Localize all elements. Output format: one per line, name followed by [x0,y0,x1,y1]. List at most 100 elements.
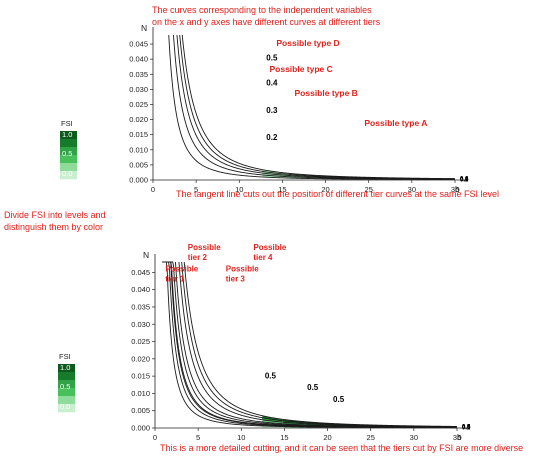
possible-type-label: Possible type A [364,118,427,128]
fsi-legend-bottom: FSI 1.0 0.5 0.0 [58,352,75,413]
fsi-curve [179,34,455,180]
legend-swatch [58,388,75,397]
possible-type-label: Possible type B [295,88,358,98]
fsi-level-label: 0.5 [266,54,278,63]
tier-curve [165,261,457,428]
legend-title: FSI [59,352,71,361]
possible-tier-label: tier 4 [253,253,273,262]
y-tick-label: 0.035 [129,70,148,79]
y-tick-label: 0.045 [129,40,148,49]
fsi-level-label: 0.2 [266,133,278,142]
possible-tier-label: Possible [253,243,286,252]
x-tick-label: 5 [196,433,200,442]
y-tick-label: 0.035 [131,302,150,311]
curve-label: 0.2 [462,426,471,432]
fsi-curve [183,261,457,427]
legend-swatch [60,131,77,140]
y-tick-label: 0.010 [129,145,148,154]
y-tick-label: 0.000 [129,176,148,185]
bottom-chart: 0.60.50.40.30.20 5 10 15 20 25 30 350.0000.0050… [131,243,471,442]
fsi-level-label: 0.3 [266,106,278,115]
x-tick-label: 10 [237,433,245,442]
fsi-level-label: 1.0 [335,366,347,375]
y-tick-label: 0.040 [131,285,150,294]
possible-tier-label: tier 3 [226,275,246,284]
legend-note-line2: distinguish them by color [4,222,103,232]
fsi-level-label: 0.5 [307,383,319,392]
y-tick-label: 0.025 [131,337,150,346]
y-tick-label: 0.010 [131,389,150,398]
curve-label: 0.2 [460,178,469,184]
legend-tick-label: 0.5 [62,149,72,158]
possible-tier-label: tier 1 [165,275,185,284]
legend-swatch [58,372,75,381]
fsi-level-label: 0.5 [265,371,277,380]
fsi-legend-top: FSI 1.0 0.5 0.0 [60,119,77,180]
top-note-line2: on the x and y axes have different curve… [152,17,381,27]
legend-swatch [60,139,77,148]
fsi-curve [181,34,455,180]
legend-title: FSI [61,119,73,128]
legend-swatch [60,155,77,164]
tangent-note: The tangent line cuts out the position o… [176,189,499,199]
x-tick-label: 15 [278,185,286,194]
fsi-level-label: 0.5 [333,395,345,404]
x-tick-label: 35 [451,185,459,194]
x-tick-label: 0 [151,185,155,194]
fsi-level-label: 0.4 [266,79,278,88]
x-tick-label: 25 [365,185,373,194]
top-note-line1: The curves corresponding to the independ… [152,5,372,15]
y-axis-title: N [141,23,147,33]
legend-swatch [60,147,77,156]
x-tick-label: 35 [453,433,461,442]
legend-tick-label: 0.0 [60,402,70,411]
y-tick-label: 0.030 [129,85,148,94]
legend-tick-label: 1.0 [60,363,70,372]
y-tick-label: 0.015 [129,130,148,139]
legend-swatch [58,380,75,389]
legend-note-line1: Divide FSI into levels and [4,210,106,220]
possible-type-label: Possible type C [269,64,332,74]
y-tick-label: 0.000 [131,424,150,433]
x-axis-title: b [455,184,460,194]
legend-swatch [60,171,77,180]
y-tick-label: 0.025 [129,100,148,109]
x-tick-label: 0 [153,433,157,442]
y-tick-label: 0.045 [131,268,150,277]
legend-swatch [60,163,77,172]
possible-tier-label: Possible [226,265,259,274]
legend-swatch [58,364,75,373]
bottom-note: This is a more detailed cutting, and it … [160,443,523,453]
x-tick-label: 30 [408,185,416,194]
possible-type-label: Possible type D [276,38,339,48]
legend-tick-label: 1.0 [62,130,72,139]
y-tick-label: 0.015 [131,372,150,381]
x-tick-label: 5 [194,185,198,194]
legend-tick-label: 0.0 [62,169,72,178]
x-tick-label: 15 [280,433,288,442]
possible-tier-label: Possible [165,265,198,274]
legend-swatch [58,404,75,413]
x-tick-label: 20 [321,185,329,194]
legend-tick-label: 0.5 [60,382,70,391]
fsi-curve [176,34,455,180]
fsi-level-label: 1.0 [309,342,321,351]
curve-label: 0.6 [462,424,471,430]
y-tick-label: 0.005 [129,160,148,169]
y-tick-label: 0.020 [129,115,148,124]
possible-tier-label: Possible [188,243,221,252]
possible-tier-label: tier 2 [188,253,208,262]
x-tick-label: 30 [410,433,418,442]
y-tick-label: 0.030 [131,320,150,329]
y-axis-title: N [143,250,149,260]
legend-swatch [58,396,75,405]
y-tick-label: 0.040 [129,55,148,64]
x-tick-label: 20 [323,433,331,442]
y-tick-label: 0.005 [131,406,150,415]
fsi-level-label: 1.0 [285,270,297,279]
fsi-curve [173,34,455,180]
x-axis-title: b [457,432,462,442]
y-tick-label: 0.020 [131,354,150,363]
